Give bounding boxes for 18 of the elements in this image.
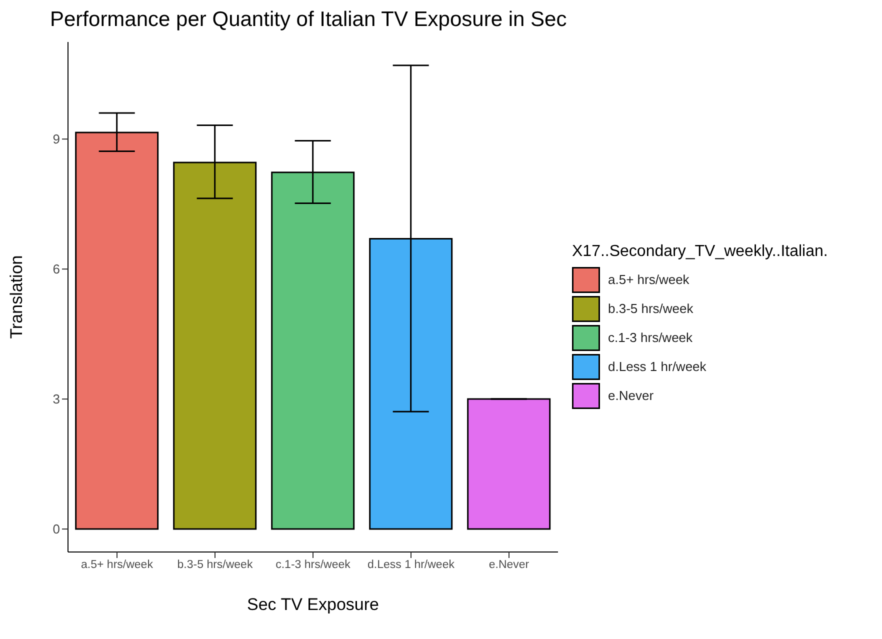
x-tick-label: d.Less 1 hr/week	[368, 559, 455, 572]
y-tick-label: 0	[52, 522, 60, 537]
legend-label: b.3-5 hrs/week	[608, 301, 694, 316]
chart-title: Performance per Quantity of Italian TV Exposure in Sec	[50, 8, 568, 32]
x-tick-label: b.3-5 hrs/week	[177, 559, 253, 572]
y-tick-label: 3	[52, 392, 60, 407]
y-tick-label: 9	[52, 132, 60, 147]
x-tick-label: e.Never	[488, 559, 530, 572]
legend-title: X17..Secondary_TV_weekly..Italian.	[572, 242, 829, 260]
legend-label: c.1-3 hrs/week	[608, 330, 693, 345]
legend-label: a.5+ hrs/week	[608, 272, 690, 287]
x-tick-label: c.1-3 hrs/week	[276, 559, 351, 572]
legend-label: d.Less 1 hr/week	[608, 359, 706, 374]
y-axis-title: Translation	[7, 255, 26, 339]
y-tick-label: 6	[52, 262, 60, 277]
legend-label: e.Never	[608, 388, 654, 403]
x-axis-title: Sec TV Exposure	[247, 595, 379, 614]
x-tick-label: a.5+ hrs/week	[81, 559, 154, 572]
